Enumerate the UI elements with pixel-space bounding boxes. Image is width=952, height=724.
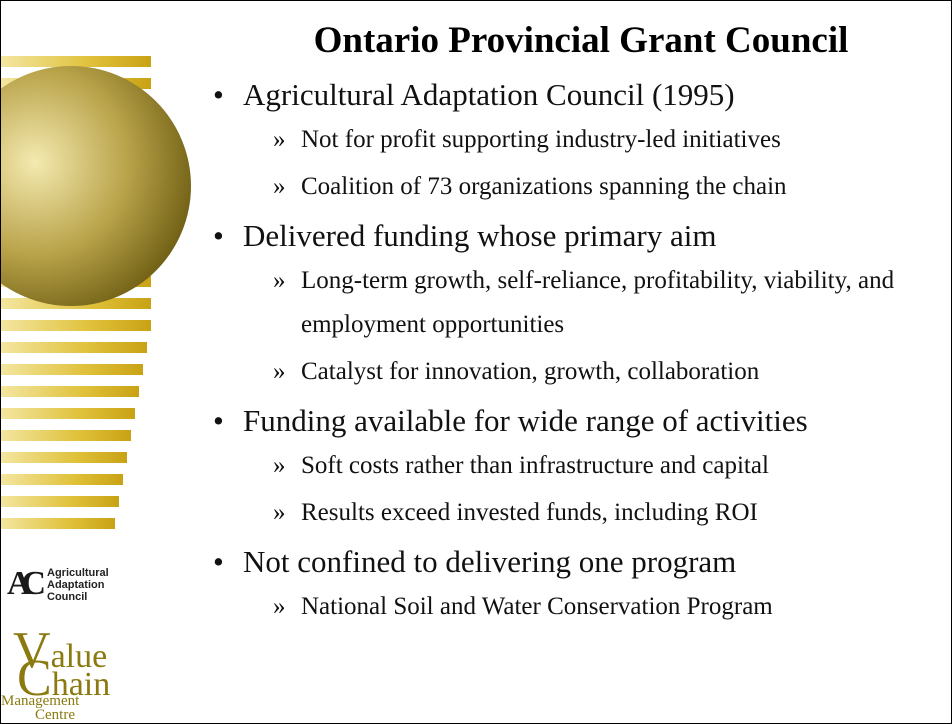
bullet: • Agricultural Adaptation Council (1995): [209, 71, 949, 118]
stripe: [1, 474, 123, 485]
bullet-text: Delivered funding whose primary aim: [243, 218, 717, 253]
sub-bullet: » National Soil and Water Conservation Pr…: [209, 585, 901, 629]
slide-title: Ontario Provincial Grant Council: [313, 20, 849, 61]
stripe: [1, 452, 127, 463]
bullet-list: • Agricultural Adaptation Council (1995) »…: [209, 71, 949, 632]
sub-bullet-text: Soft costs rather than infrastructure an…: [301, 452, 769, 479]
sub-bullet-marker: »: [273, 593, 286, 620]
bullet: • Delivered funding whose primary aim: [209, 212, 949, 259]
logo-word: hain: [51, 666, 111, 703]
sub-bullet: » Results exceed invested funds, includin…: [209, 491, 901, 535]
aac-line: Adaptation: [47, 579, 105, 591]
bullet-marker: •: [213, 77, 224, 112]
sub-bullet-text: Long-term growth, self-reliance, profita…: [301, 267, 895, 338]
bullet-text: Agricultural Adaptation Council (1995): [243, 77, 735, 112]
stripe: [1, 518, 115, 529]
aac-line: Agricultural: [47, 567, 109, 579]
sub-bullet-marker: »: [273, 358, 286, 385]
sub-bullet-text: Not for profit supporting industry-led i…: [301, 126, 781, 153]
sub-bullet-marker: »: [273, 173, 286, 200]
sub-bullet: » Not for profit supporting industry-led …: [209, 118, 901, 162]
stripe: [1, 430, 131, 441]
bullet-marker: •: [213, 544, 224, 579]
bullet: • Not confined to delivering one program: [209, 538, 949, 585]
stripe: [1, 408, 135, 419]
aac-logo: AC Agricultural Adaptation Council: [7, 563, 157, 607]
sub-bullet-marker: »: [273, 452, 286, 479]
bullet-text: Funding available for wide range of acti…: [243, 403, 808, 438]
bullet: • Funding available for wide range of act…: [209, 397, 949, 444]
sub-bullet: » Long-term growth, self-reliance, profit…: [209, 259, 901, 347]
aac-line: Council: [47, 591, 88, 603]
logo-word: Management: [1, 693, 80, 709]
stripe: [1, 342, 147, 353]
vcmc-logo: Value Chain Management Centre: [1, 625, 161, 724]
sub-bullet: » Soft costs rather than infrastructure a…: [209, 444, 901, 488]
bullet-marker: •: [213, 403, 224, 438]
stripe: [1, 364, 143, 375]
sub-bullet-text: Catalyst for innovation, growth, collabo…: [301, 358, 760, 385]
sub-bullet: » Coalition of 73 organizations spanning …: [209, 165, 901, 209]
aac-mark: AC: [7, 565, 46, 602]
logo-word: alue: [50, 638, 108, 675]
stripe: [1, 386, 139, 397]
sub-bullet-marker: »: [273, 499, 286, 526]
sphere: [1, 66, 191, 306]
logo-initial: C: [17, 650, 52, 707]
bullet-marker: •: [213, 218, 224, 253]
sub-bullet: » Catalyst for innovation, growth, collab…: [209, 350, 901, 394]
stripe: [1, 56, 151, 67]
logo-initial: V: [13, 622, 51, 679]
stripe: [1, 496, 119, 507]
sub-bullet-marker: »: [273, 267, 286, 294]
sub-bullet-text: Coalition of 73 organizations spanning t…: [301, 173, 787, 200]
sub-bullet-text: Results exceed invested funds, including…: [301, 499, 758, 526]
stripe: [1, 320, 151, 331]
decoration: [1, 56, 191, 529]
sub-bullet-marker: »: [273, 126, 286, 153]
logo-word: Centre: [35, 707, 75, 723]
bullet-text: Not confined to delivering one program: [243, 544, 737, 579]
sub-bullet-text: National Soil and Water Conservation Pro…: [301, 593, 773, 620]
